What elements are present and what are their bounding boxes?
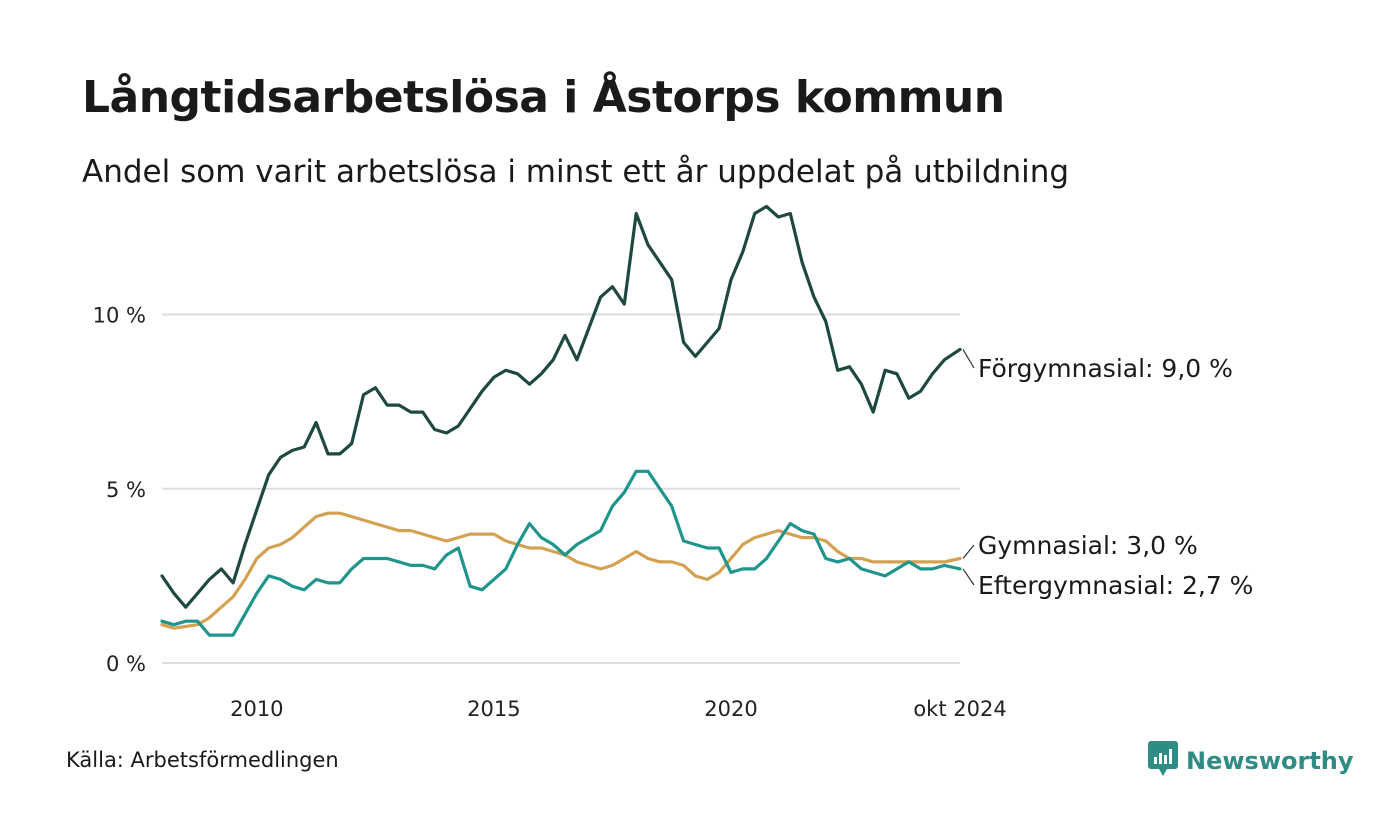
brand-logo[interactable]: Newsworthy — [1148, 741, 1354, 781]
series-end-label: Förgymnasial: 9,0 % — [978, 354, 1233, 383]
x-tick-label: 2020 — [704, 697, 757, 721]
chart-subtitle: Andel som varit arbetslösa i minst ett å… — [82, 154, 1070, 190]
series-line-förgymnasial — [160, 204, 962, 609]
source-note: Källa: Arbetsförmedlingen — [66, 748, 339, 772]
y-tick-label: 10 % — [93, 304, 146, 328]
series-end-label: Eftergymnasial: 2,7 % — [978, 571, 1253, 600]
x-tick-label: 2010 — [230, 697, 283, 721]
series-lines — [160, 204, 962, 637]
series-line-eftergymnasial — [160, 469, 962, 637]
x-tick-label: okt 2024 — [913, 697, 1006, 721]
label-leader-line — [962, 544, 975, 559]
grid-lines — [162, 313, 960, 664]
brand-name: Newsworthy — [1186, 747, 1354, 775]
label-leader-line — [962, 349, 975, 369]
series-line-gymnasial — [160, 511, 962, 630]
y-tick-label: 5 % — [106, 478, 146, 502]
chart-title: Långtidsarbetslösa i Åstorps kommun — [82, 72, 1005, 123]
y-tick-label: 0 % — [106, 652, 146, 676]
x-tick-label: 2015 — [467, 697, 520, 721]
series-end-label: Gymnasial: 3,0 % — [978, 531, 1198, 560]
label-leader-line — [962, 568, 975, 586]
y-axis-tick-labels: 0 % 5 % 10 % — [93, 304, 146, 676]
series-end-labels: Förgymnasial: 9,0 % Gymnasial: 3,0 % Efter… — [962, 349, 1253, 600]
x-axis-tick-labels: 2010 2015 2020 okt 2024 — [230, 697, 1007, 721]
newsworthy-logo-icon — [1148, 741, 1178, 781]
